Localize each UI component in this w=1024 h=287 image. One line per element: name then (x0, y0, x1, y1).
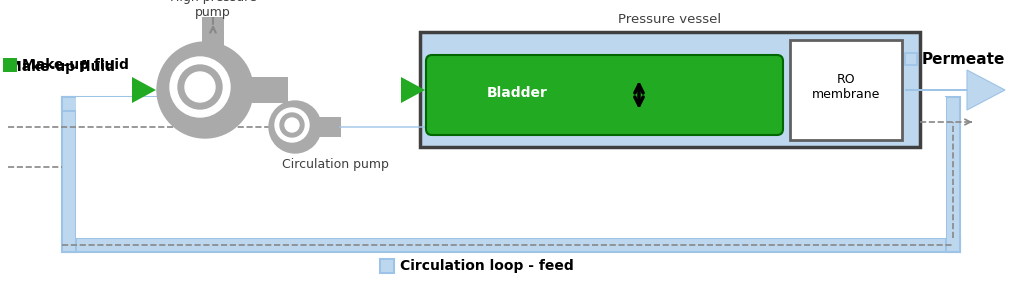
Circle shape (269, 101, 321, 153)
Text: Bladder: Bladder (487, 86, 548, 100)
Circle shape (157, 42, 253, 138)
Bar (316, 117, 341, 137)
Bar (62, 97, 76, 252)
Bar (3, 58, 17, 72)
Polygon shape (8, 77, 156, 103)
Bar (62, 97, 262, 111)
Bar (905, 53, 918, 65)
Text: Circulation loop - feed: Circulation loop - feed (400, 259, 573, 273)
Bar (202, 17, 224, 47)
Bar (380, 259, 394, 273)
Text: Make-up fluid: Make-up fluid (22, 58, 129, 72)
Text: Circulation pump: Circulation pump (282, 158, 388, 171)
Text: High pressure
pump: High pressure pump (170, 0, 256, 19)
Bar (420, 32, 920, 147)
Bar (248, 77, 288, 103)
Polygon shape (905, 70, 1005, 110)
Polygon shape (339, 118, 444, 136)
Text: Permeate: Permeate (922, 51, 1006, 67)
Bar (946, 97, 961, 252)
Text: RO
membrane: RO membrane (812, 73, 881, 101)
Bar (76, 97, 946, 238)
Bar (62, 238, 961, 252)
Text: Make-up fluid: Make-up fluid (8, 60, 115, 74)
Circle shape (275, 108, 309, 142)
FancyBboxPatch shape (426, 55, 783, 135)
Polygon shape (255, 77, 425, 103)
Circle shape (285, 118, 299, 132)
Text: Pressure vessel: Pressure vessel (618, 13, 722, 26)
Circle shape (280, 113, 304, 137)
Circle shape (185, 72, 215, 102)
Circle shape (170, 57, 230, 117)
Circle shape (178, 65, 222, 109)
Bar (790, 40, 902, 140)
